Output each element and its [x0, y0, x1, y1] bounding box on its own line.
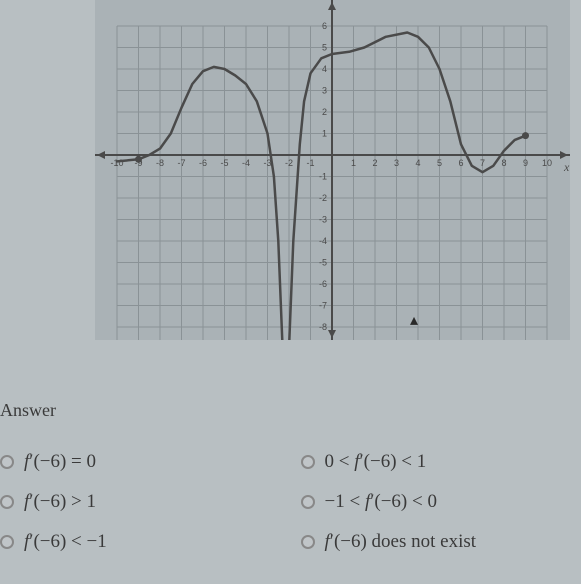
svg-text:-8: -8	[156, 158, 164, 168]
svg-text:5: 5	[322, 43, 327, 53]
options-grid: f′(−6) = 0 0 < f′(−6) < 1 f′(−6) > 1 −1 < f…	[0, 451, 561, 553]
svg-text:8: 8	[501, 158, 506, 168]
svg-text:-4: -4	[319, 236, 327, 246]
option-label: 0 < f′(−6) < 1	[325, 451, 427, 473]
svg-text:7: 7	[480, 158, 485, 168]
svg-text:-1: -1	[319, 172, 327, 182]
function-graph: -10-9-8-7-6-5-4-3-2-112345678910-9-8-7-6…	[95, 0, 570, 340]
svg-text:1: 1	[322, 129, 327, 139]
option-5[interactable]: f′(−6) does not exist	[301, 531, 562, 553]
svg-text:1: 1	[351, 158, 356, 168]
svg-text:-2: -2	[285, 158, 293, 168]
radio-icon[interactable]	[0, 495, 14, 509]
option-1[interactable]: 0 < f′(−6) < 1	[301, 451, 562, 473]
option-label: f′(−6) = 0	[24, 451, 96, 473]
svg-text:6: 6	[458, 158, 463, 168]
option-2[interactable]: f′(−6) > 1	[0, 491, 261, 513]
radio-icon[interactable]	[0, 455, 14, 469]
graph-container: -10-9-8-7-6-5-4-3-2-112345678910-9-8-7-6…	[95, 0, 570, 340]
svg-text:-3: -3	[319, 215, 327, 225]
svg-text:-5: -5	[319, 258, 327, 268]
svg-text:10: 10	[542, 158, 552, 168]
option-4[interactable]: f′(−6) < −1	[0, 531, 261, 553]
radio-icon[interactable]	[0, 535, 14, 549]
svg-text:-4: -4	[242, 158, 250, 168]
answer-section: Answer f′(−6) = 0 0 < f′(−6) < 1 f′(−6) > …	[0, 400, 581, 553]
answer-heading: Answer	[0, 400, 581, 421]
svg-text:6: 6	[322, 21, 327, 31]
option-label: −1 < f′(−6) < 0	[325, 491, 437, 513]
svg-text:2: 2	[372, 158, 377, 168]
svg-text:-1: -1	[306, 158, 314, 168]
option-label: f′(−6) > 1	[24, 491, 96, 513]
svg-text:-6: -6	[319, 279, 327, 289]
option-label: f′(−6) < −1	[24, 531, 107, 553]
svg-text:2: 2	[322, 107, 327, 117]
svg-text:5: 5	[437, 158, 442, 168]
radio-icon[interactable]	[301, 535, 315, 549]
svg-text:-8: -8	[319, 322, 327, 332]
svg-text:4: 4	[322, 64, 327, 74]
svg-text:x: x	[563, 160, 570, 174]
mouse-cursor: ▴	[410, 310, 418, 330]
option-0[interactable]: f′(−6) = 0	[0, 451, 261, 473]
svg-text:4: 4	[415, 158, 420, 168]
radio-icon[interactable]	[301, 495, 315, 509]
svg-text:-7: -7	[319, 301, 327, 311]
svg-text:9: 9	[523, 158, 528, 168]
svg-text:-6: -6	[199, 158, 207, 168]
svg-text:-10: -10	[110, 158, 123, 168]
option-label: f′(−6) does not exist	[325, 531, 477, 553]
svg-text:-2: -2	[319, 193, 327, 203]
svg-text:3: 3	[394, 158, 399, 168]
svg-text:3: 3	[322, 86, 327, 96]
svg-text:-7: -7	[177, 158, 185, 168]
svg-text:-5: -5	[220, 158, 228, 168]
option-3[interactable]: −1 < f′(−6) < 0	[301, 491, 562, 513]
radio-icon[interactable]	[301, 455, 315, 469]
